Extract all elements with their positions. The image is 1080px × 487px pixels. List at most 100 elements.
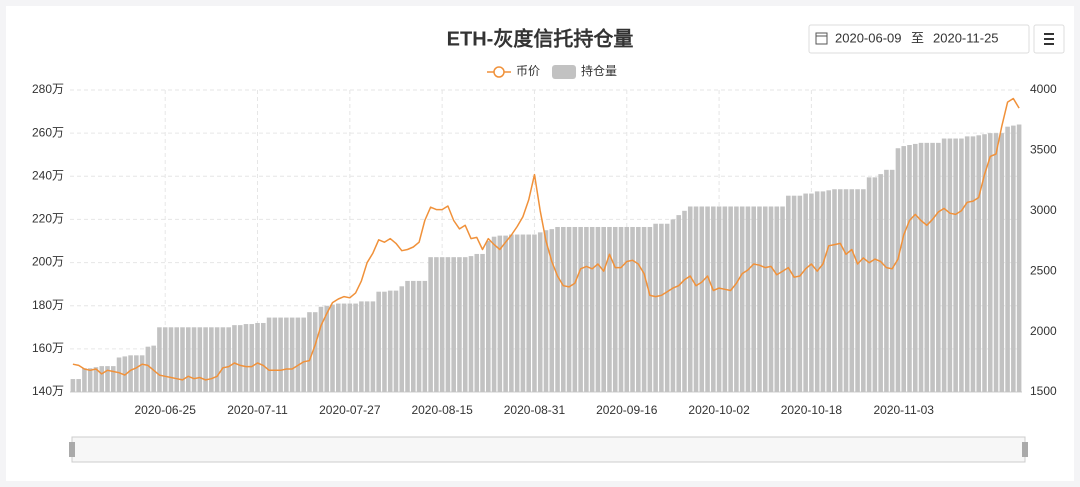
bar (624, 226, 630, 392)
y-tick-label: 260万 (32, 125, 64, 139)
bar (520, 234, 526, 392)
bar (555, 226, 560, 392)
bar (855, 189, 860, 392)
bar (209, 327, 214, 392)
y2-tick-label: 1500 (1030, 384, 1057, 398)
bar (809, 193, 814, 392)
y2-tick-label: 3000 (1030, 203, 1057, 217)
bar (491, 236, 497, 392)
bar (382, 291, 387, 392)
x-tick-label: 2020-07-11 (227, 403, 288, 417)
bar (128, 355, 133, 392)
bar (993, 133, 999, 392)
bar (266, 317, 272, 392)
bar (428, 257, 433, 392)
bar (272, 317, 278, 392)
bar (139, 355, 145, 392)
bar (734, 206, 739, 392)
x-tick-label: 2020-10-18 (781, 403, 843, 417)
bar (549, 229, 555, 392)
bar (797, 195, 803, 392)
bar (416, 280, 422, 392)
legend-swatch (493, 66, 505, 78)
date-separator: 至 (911, 30, 924, 45)
bar (249, 324, 255, 392)
bar (745, 206, 751, 392)
bar (786, 195, 791, 392)
bar (768, 206, 774, 392)
calendar-icon (815, 32, 828, 45)
legend-swatch (552, 65, 577, 79)
zoom-handle[interactable] (69, 442, 75, 457)
x-tick-label: 2020-11-03 (873, 403, 934, 417)
bar (826, 190, 831, 392)
date-start[interactable]: 2020-06-09 (835, 30, 902, 45)
bar (843, 189, 849, 392)
bar (878, 174, 883, 392)
bar (364, 301, 370, 392)
bar (509, 234, 514, 392)
bar (930, 142, 935, 392)
bar (157, 327, 162, 392)
bar (191, 327, 197, 392)
bar (330, 304, 335, 392)
bar (959, 138, 964, 392)
date-picker[interactable]: 2020-06-09 至 2020-11-25 (808, 24, 1030, 54)
bar (941, 138, 947, 392)
y-tick-label: 160万 (32, 341, 64, 355)
data-zoom[interactable] (69, 436, 1028, 463)
y2-tick-label: 4000 (1030, 82, 1057, 96)
bar (514, 234, 520, 392)
legend-label: 持仓量 (581, 63, 617, 78)
bar (180, 327, 185, 392)
y2-tick-label: 2000 (1030, 324, 1057, 338)
bar (214, 327, 220, 392)
bar (434, 257, 439, 392)
y-tick-label: 280万 (32, 82, 64, 96)
bar (284, 317, 289, 392)
bar (422, 280, 428, 392)
chart-title: ETH-灰度信托持仓量 (447, 26, 634, 50)
bar (982, 134, 987, 392)
bar (762, 206, 768, 392)
bar (105, 366, 110, 392)
bar (618, 226, 624, 392)
date-end[interactable]: 2020-11-25 (933, 30, 999, 45)
bar (924, 142, 930, 392)
y-tick-label: 200万 (32, 255, 64, 269)
bar (601, 226, 606, 392)
x-tick-label: 2020-09-16 (596, 403, 658, 417)
bar (359, 301, 364, 392)
bar (907, 145, 912, 392)
bar (353, 303, 358, 392)
bar (451, 257, 456, 392)
bar (999, 133, 1005, 392)
bar (87, 368, 93, 392)
bar (705, 206, 710, 392)
bar (641, 226, 647, 392)
bar (462, 257, 468, 392)
bar (780, 206, 785, 392)
bar (918, 142, 924, 392)
y2-tick-label: 2500 (1030, 263, 1057, 277)
bar (226, 327, 231, 392)
zoom-track[interactable] (71, 436, 1026, 463)
zoom-handle[interactable] (1022, 442, 1028, 457)
bar (145, 346, 151, 392)
bar (307, 312, 312, 392)
bar (289, 317, 295, 392)
menu-button[interactable] (1033, 24, 1065, 54)
x-tick-label: 2020-08-15 (411, 403, 473, 417)
bar (589, 226, 595, 392)
bar (751, 206, 756, 392)
y-tick-label: 240万 (32, 168, 64, 182)
bar (76, 379, 81, 392)
bar (220, 327, 226, 392)
bar (243, 324, 249, 392)
date-picker-box[interactable] (808, 24, 1030, 54)
bar (1011, 125, 1016, 392)
bar (947, 138, 953, 392)
bar (197, 327, 203, 392)
bar (110, 366, 116, 392)
